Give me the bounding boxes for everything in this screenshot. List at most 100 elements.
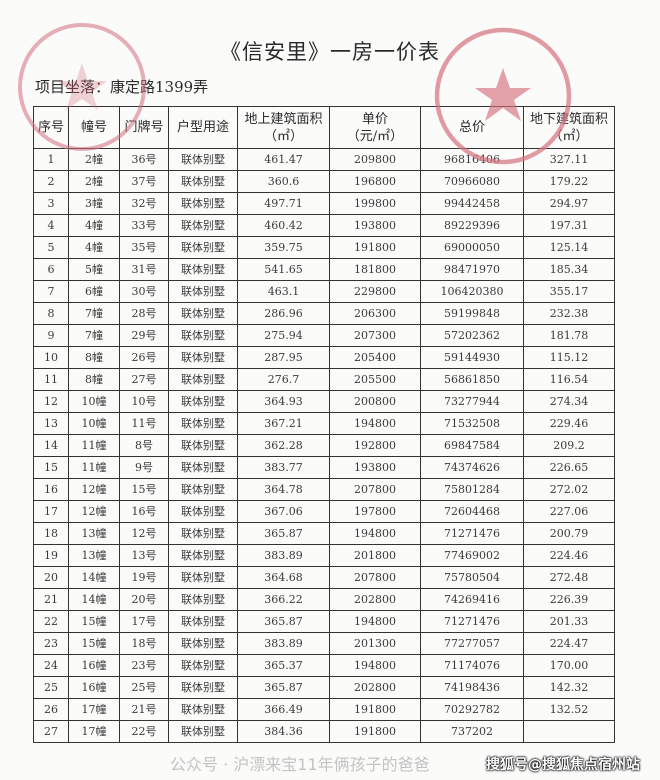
table-cell: 383.77 <box>237 456 330 479</box>
table-cell: 364.68 <box>237 566 330 589</box>
table-cell: 202800 <box>329 676 421 699</box>
table-cell: 74198436 <box>420 676 524 699</box>
table-cell: 联体别墅 <box>168 390 238 413</box>
column-header: 单价 （元/㎡） <box>329 106 421 149</box>
table-cell: 74269416 <box>420 588 524 611</box>
table-row: 5 4幢 35号 联体别墅 359.75 191800 69000050 125.14 <box>33 236 615 259</box>
table-cell: 7 <box>33 280 69 303</box>
table-row: 16 12幢 15号 联体别墅 364.78 207800 75801284 272.02 <box>33 478 615 501</box>
table-cell: 24 <box>33 654 69 677</box>
project-location: 项目坐落：康定路1399弄 <box>35 78 209 96</box>
table-cell: 12号 <box>119 522 169 545</box>
table-cell: 355.17 <box>523 280 615 303</box>
table-cell: 27 <box>33 720 69 743</box>
table-cell: 13 <box>33 412 69 435</box>
table-cell: 365.87 <box>237 522 330 545</box>
table-cell: 联体别墅 <box>168 698 238 721</box>
table-cell: 15号 <box>119 478 169 501</box>
table-row: 9 7幢 29号 联体别墅 275.94 207300 57202362 181.78 <box>33 324 615 347</box>
table-cell: 10幢 <box>68 412 120 435</box>
table-cell: 28号 <box>119 302 169 325</box>
table-row: 25 16幢 25号 联体别墅 365.87 202800 74198436 142.32 <box>33 676 615 699</box>
column-header: 门牌号 <box>119 106 169 149</box>
table-cell: 207800 <box>329 478 421 501</box>
table-cell: 9号 <box>119 456 169 479</box>
table-cell: 联体别墅 <box>168 280 238 303</box>
table-cell: 联体别墅 <box>168 412 238 435</box>
table-row: 26 17幢 21号 联体别墅 366.49 191800 70292782 132.52 <box>33 698 615 721</box>
table-header: 序号 幢号 门牌号 户型用途 地上建筑面积 （㎡） 单价 （元/㎡） 总价 地下建筑面积 （㎡… <box>33 106 615 149</box>
table-cell: 23号 <box>119 654 169 677</box>
table-cell: 25号 <box>119 676 169 699</box>
table-cell: 541.65 <box>237 258 330 281</box>
table-cell: 联体别墅 <box>168 676 238 699</box>
table-cell: 联体别墅 <box>168 434 238 457</box>
table-row: 17 12幢 16号 联体别墅 367.06 197800 72604468 227.06 <box>33 500 615 523</box>
table-cell: 227.06 <box>523 500 615 523</box>
table-cell: 14 <box>33 434 69 457</box>
table-cell: 12幢 <box>68 500 120 523</box>
table-cell: 1 <box>33 148 69 171</box>
table-cell: 6 <box>33 258 69 281</box>
table-cell: 22 <box>33 610 69 633</box>
table-cell: 201.33 <box>523 610 615 633</box>
table-cell: 207800 <box>329 566 421 589</box>
table-cell: 7幢 <box>68 302 120 325</box>
table-cell: 75801284 <box>420 478 524 501</box>
table-cell: 125.14 <box>523 236 615 259</box>
table-cell: 36号 <box>119 148 169 171</box>
table-cell: 99442458 <box>420 192 524 215</box>
table-cell: 179.22 <box>523 170 615 193</box>
table-cell: 364.93 <box>237 390 330 413</box>
table-cell: 11 <box>33 368 69 391</box>
table-cell: 11幢 <box>68 434 120 457</box>
table-cell: 联体别墅 <box>168 478 238 501</box>
table-cell: 272.48 <box>523 566 615 589</box>
table-row: 13 10幢 11号 联体别墅 367.21 194800 71532508 229.46 <box>33 412 615 435</box>
table-cell: 226.65 <box>523 456 615 479</box>
table-cell: 11号 <box>119 412 169 435</box>
table-cell: 59199848 <box>420 302 524 325</box>
table-cell: 32号 <box>119 192 169 215</box>
table-cell: 69000050 <box>420 236 524 259</box>
table-cell: 115.12 <box>523 346 615 369</box>
table-row: 14 11幢 8号 联体别墅 362.28 192800 69847584 209.2 <box>33 434 615 457</box>
table-cell: 232.38 <box>523 302 615 325</box>
table-cell: 106420380 <box>420 280 524 303</box>
table-cell: 10幢 <box>68 390 120 413</box>
table-cell: 21 <box>33 588 69 611</box>
table-cell: 15幢 <box>68 632 120 655</box>
table-cell: 276.7 <box>237 368 330 391</box>
table-cell: 37号 <box>119 170 169 193</box>
table-cell: 联体别墅 <box>168 588 238 611</box>
table-cell: 383.89 <box>237 632 330 655</box>
table-row: 12 10幢 10号 联体别墅 364.93 200800 73277944 274.34 <box>33 390 615 413</box>
table-cell: 21号 <box>119 698 169 721</box>
table-cell: 197800 <box>329 500 421 523</box>
table-cell: 229800 <box>329 280 421 303</box>
table-cell: 205500 <box>329 368 421 391</box>
table-cell: 8幢 <box>68 368 120 391</box>
table-cell: 327.11 <box>523 148 615 171</box>
table-cell: 联体别墅 <box>168 346 238 369</box>
table-cell: 71174076 <box>420 654 524 677</box>
table-cell: 3 <box>33 192 69 215</box>
table-cell: 联体别墅 <box>168 302 238 325</box>
table-cell: 366.49 <box>237 698 330 721</box>
table-cell: 192800 <box>329 434 421 457</box>
price-table: 序号 幢号 门牌号 户型用途 地上建筑面积 （㎡） 单价 （元/㎡） 总价 地下建筑面积 （㎡… <box>33 106 615 743</box>
table-row: 24 16幢 23号 联体别墅 365.37 194800 71174076 170.00 <box>33 654 615 677</box>
table-cell: 71532508 <box>420 412 524 435</box>
table-row: 27 17幢 22号 联体别墅 384.36 191800 737202 <box>33 720 615 743</box>
table-cell: 286.96 <box>237 302 330 325</box>
table-cell: 联体别墅 <box>168 544 238 567</box>
column-header: 地下建筑面积 （㎡） <box>523 106 615 149</box>
table-row: 1 2幢 36号 联体别墅 461.47 209800 96816406 327.11 <box>33 148 615 171</box>
table-cell: 360.6 <box>237 170 330 193</box>
table-cell: 12幢 <box>68 478 120 501</box>
table-cell: 359.75 <box>237 236 330 259</box>
table-cell: 14幢 <box>68 566 120 589</box>
table-cell: 224.47 <box>523 632 615 655</box>
table-cell: 23 <box>33 632 69 655</box>
table-cell: 367.21 <box>237 412 330 435</box>
